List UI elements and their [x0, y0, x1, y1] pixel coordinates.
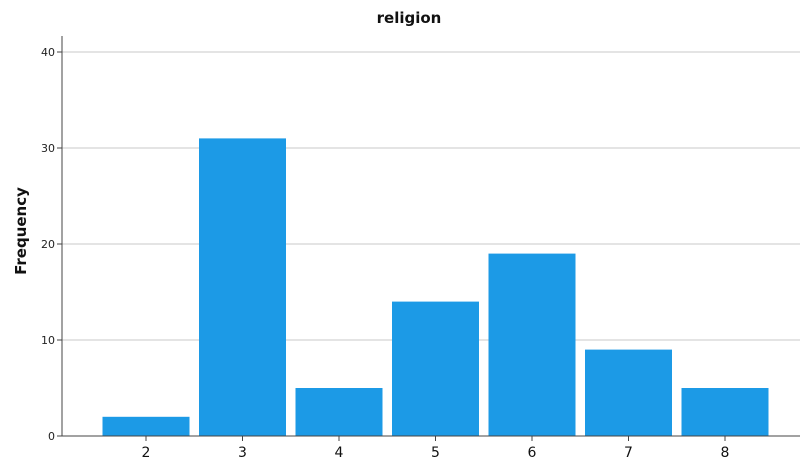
x-tick-label: 8 — [721, 445, 730, 461]
x-tick-label: 6 — [528, 445, 537, 461]
chart-title: religion — [377, 9, 442, 27]
bar-3 — [199, 138, 286, 436]
x-tick-label: 3 — [238, 445, 247, 461]
y-tick-label: 0 — [48, 430, 55, 443]
bar-4 — [295, 388, 383, 436]
bar-6 — [488, 253, 576, 436]
x-tick-label: 4 — [335, 445, 344, 461]
y-tick-label: 30 — [41, 142, 55, 155]
gridlines — [62, 51, 800, 341]
x-tick-labels: 2 3 4 5 6 7 8 — [142, 436, 730, 461]
y-tick-label: 20 — [41, 238, 55, 251]
bars — [102, 138, 769, 436]
bar-2 — [102, 416, 190, 436]
x-tick-label: 5 — [431, 445, 440, 461]
y-axis-label: Frequency — [12, 187, 30, 275]
x-tick-label: 2 — [142, 445, 151, 461]
y-tick-label: 10 — [41, 334, 55, 347]
bar-8 — [681, 388, 769, 436]
bar-7 — [585, 349, 672, 436]
y-tick-labels: 0 10 20 30 40 — [41, 46, 62, 443]
bar-5 — [392, 301, 479, 436]
x-tick-label: 7 — [624, 445, 633, 461]
y-tick-label: 40 — [41, 46, 55, 59]
